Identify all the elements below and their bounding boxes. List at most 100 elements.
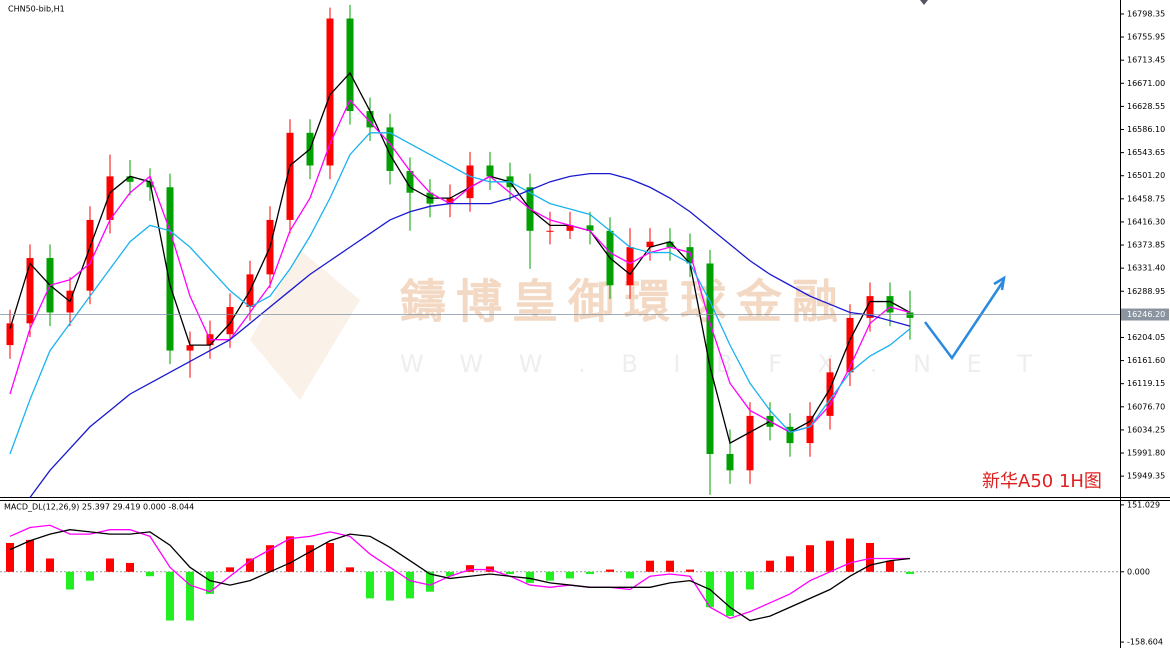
histogram-bar bbox=[46, 558, 54, 572]
candle-body bbox=[806, 415, 814, 444]
histogram-bar bbox=[386, 571, 394, 601]
candle-body bbox=[326, 18, 334, 166]
y-tick-label: 16373.85 bbox=[1127, 241, 1165, 250]
current-price-box bbox=[1121, 308, 1169, 321]
histogram-bar bbox=[106, 558, 114, 572]
y-tick-label: 151.029 bbox=[1127, 500, 1160, 509]
histogram-bar bbox=[326, 542, 334, 572]
histogram-bar bbox=[146, 571, 154, 577]
histogram-bar bbox=[646, 560, 654, 572]
candle-body bbox=[786, 426, 794, 444]
candle-body bbox=[386, 127, 394, 171]
y-tick-label: 16628.55 bbox=[1127, 102, 1165, 111]
histogram-bar bbox=[6, 542, 14, 572]
candle-body bbox=[746, 415, 754, 471]
histogram-bar bbox=[466, 565, 474, 572]
histogram-bar bbox=[826, 540, 834, 572]
candle-body bbox=[166, 187, 174, 351]
histogram-bar bbox=[26, 539, 34, 572]
watermark-url: W W W . B I B F X . N E T bbox=[400, 350, 1046, 378]
candle-body bbox=[6, 323, 14, 346]
forecast-arrow bbox=[924, 275, 1006, 361]
macd-title: MACD_DL(12,26,9) 25.397 29.419 0.000 -8.… bbox=[4, 503, 194, 512]
histogram-bar bbox=[266, 545, 274, 572]
histogram-bar bbox=[526, 571, 534, 583]
watermark-logo bbox=[250, 250, 360, 400]
histogram-bar bbox=[366, 571, 374, 599]
histogram-bar bbox=[226, 567, 234, 572]
y-tick-label: 16458.75 bbox=[1127, 194, 1165, 203]
histogram-bar bbox=[866, 542, 874, 572]
histogram-bar bbox=[86, 571, 94, 581]
candle-body bbox=[686, 247, 694, 264]
y-tick-label: 16543.65 bbox=[1127, 148, 1165, 157]
candle-body bbox=[586, 225, 594, 231]
candle-body bbox=[466, 165, 474, 199]
candle-body bbox=[86, 219, 94, 291]
y-tick-label: 16034.25 bbox=[1127, 425, 1165, 434]
candle-body bbox=[706, 263, 714, 454]
y-tick-label: 16161.60 bbox=[1127, 356, 1165, 365]
y-tick-label: 16416.30 bbox=[1127, 217, 1165, 226]
y-tick-label: 16755.95 bbox=[1127, 33, 1165, 42]
period-marker bbox=[920, 0, 928, 5]
candle-body bbox=[866, 296, 874, 318]
histogram-bar bbox=[586, 571, 594, 574]
histogram-bar bbox=[166, 571, 174, 621]
candle-body bbox=[666, 241, 674, 248]
histogram-bar bbox=[906, 571, 914, 574]
histogram-bar bbox=[726, 571, 734, 617]
candle-body bbox=[546, 230, 554, 232]
histogram-bar bbox=[186, 571, 194, 621]
annotation: 新华A50 1H图 bbox=[982, 471, 1102, 492]
candle-body bbox=[286, 132, 294, 220]
candle-body bbox=[346, 18, 354, 112]
candle-body bbox=[566, 225, 574, 231]
y-tick-label: 16331.40 bbox=[1127, 264, 1165, 273]
candle-body bbox=[26, 258, 34, 324]
histogram-bar bbox=[686, 569, 694, 572]
candle-body bbox=[646, 241, 654, 248]
histogram-bar bbox=[626, 571, 634, 579]
histogram-bar bbox=[786, 556, 794, 572]
watermark: 鑄博皇御環球金融 bbox=[399, 275, 848, 329]
histogram-bar bbox=[126, 562, 134, 572]
histogram-bar bbox=[406, 571, 414, 599]
y-tick-label: 16204.05 bbox=[1127, 333, 1165, 342]
histogram-bar bbox=[66, 571, 74, 590]
histogram-bar bbox=[886, 560, 894, 572]
y-tick-label: 16501.20 bbox=[1127, 171, 1165, 180]
histogram-bar bbox=[546, 571, 554, 581]
histogram-bar bbox=[746, 571, 754, 590]
candle-body bbox=[406, 170, 414, 193]
indicator-line bbox=[9, 529, 911, 622]
y-tick-label: 16671.00 bbox=[1127, 79, 1165, 88]
y-tick-label: 15991.80 bbox=[1127, 449, 1165, 458]
indicator-line bbox=[9, 132, 911, 455]
histogram-bar bbox=[246, 558, 254, 572]
histogram-bar bbox=[346, 567, 354, 572]
y-tick-label: 16288.95 bbox=[1127, 287, 1165, 296]
histogram-bar bbox=[286, 536, 294, 572]
histogram-bar bbox=[606, 569, 614, 572]
y-tick-label: 16076.70 bbox=[1127, 402, 1165, 411]
candle-body bbox=[486, 165, 494, 177]
y-tick-label: 16119.15 bbox=[1127, 379, 1165, 388]
indicator-line bbox=[9, 524, 910, 620]
histogram-bar bbox=[206, 571, 214, 594]
y-tick-label: 0.000 bbox=[1127, 567, 1150, 576]
histogram-bar bbox=[806, 545, 814, 572]
candle-body bbox=[886, 296, 894, 313]
histogram-bar bbox=[766, 560, 774, 572]
candle-body bbox=[906, 312, 914, 318]
candle-body bbox=[226, 307, 234, 335]
indicator-line bbox=[29, 173, 911, 498]
histogram-bar bbox=[446, 571, 454, 577]
symbol-title: CHN50-bib,H1 bbox=[8, 5, 65, 14]
candle-body bbox=[106, 176, 114, 220]
candle-body bbox=[626, 247, 634, 286]
candle-body bbox=[186, 345, 194, 351]
histogram-bar bbox=[506, 571, 514, 574]
candle-body bbox=[366, 111, 374, 128]
